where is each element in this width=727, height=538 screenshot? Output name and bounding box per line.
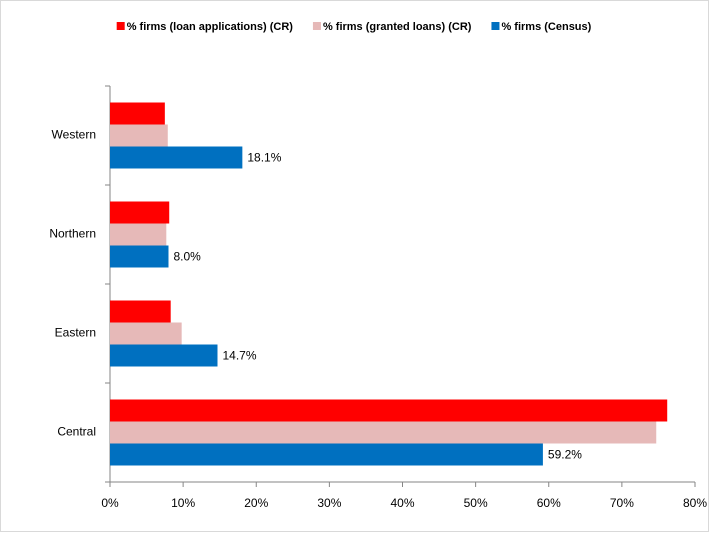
- x-tick-label: 10%: [171, 496, 195, 510]
- value-label: 14.7%: [222, 349, 256, 363]
- y-tick-label: Northern: [49, 227, 96, 241]
- x-tick-label: 80%: [683, 496, 707, 510]
- x-tick-label: 70%: [610, 496, 634, 510]
- legend-label: % firms (Census): [501, 21, 591, 33]
- y-tick-label: Western: [52, 128, 96, 142]
- legend-label: % firms (granted loans) (CR): [323, 21, 472, 33]
- y-tick-label: Eastern: [55, 326, 96, 340]
- x-tick-label: 60%: [537, 496, 561, 510]
- bar: [110, 344, 218, 367]
- x-tick-label: 20%: [244, 496, 268, 510]
- bar: [110, 146, 243, 169]
- bar: [110, 399, 668, 422]
- y-tick-label: Central: [57, 425, 96, 439]
- bar: [110, 223, 167, 246]
- legend: % firms (loan applications) (CR) % firms …: [116, 21, 592, 33]
- legend-swatch: [312, 22, 321, 30]
- bar: [110, 245, 169, 268]
- x-tick-label: 40%: [390, 496, 414, 510]
- value-label: 59.2%: [548, 448, 582, 462]
- x-tick-label: 30%: [317, 496, 341, 510]
- legend-swatch: [116, 22, 125, 30]
- bar: [110, 124, 168, 147]
- value-label: 8.0%: [174, 250, 202, 264]
- value-label: 18.1%: [247, 151, 281, 165]
- bar: [110, 300, 171, 323]
- bar: [110, 443, 543, 466]
- bar: [110, 421, 657, 444]
- x-tick-label: 50%: [464, 496, 488, 510]
- x-tick-label: 0%: [101, 496, 119, 510]
- legend-label: % firms (loan applications) (CR): [127, 21, 294, 33]
- bar: [110, 102, 165, 125]
- bar: [110, 322, 182, 345]
- legend-swatch: [491, 22, 500, 30]
- bar: [110, 201, 170, 224]
